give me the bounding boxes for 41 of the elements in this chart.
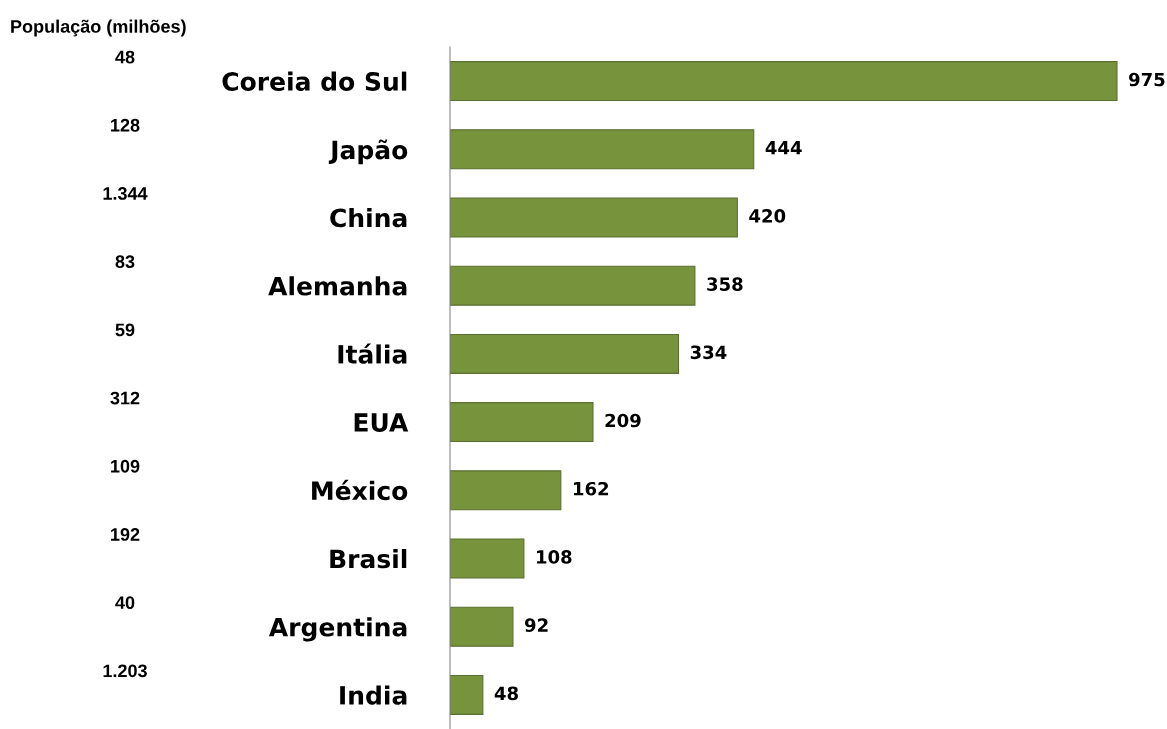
data-label: 48	[494, 686, 518, 701]
data-label: 358	[707, 277, 743, 291]
y-tick-label: Argentina	[268, 617, 407, 642]
bar	[450, 538, 525, 579]
text: 1.203	[103, 664, 147, 678]
text: População (milhões)	[11, 19, 186, 37]
y-tick-label: Coreia do Sul	[222, 71, 407, 91]
bar	[450, 402, 594, 443]
y-tick-label: Japão	[328, 139, 408, 165]
bar	[450, 265, 696, 306]
y-tick-label: Itália	[338, 343, 407, 364]
data-label: 209	[605, 413, 641, 428]
y-tick-label: India	[340, 685, 407, 705]
y-tick-label: Brasil	[330, 549, 407, 569]
text: 1.344	[103, 187, 148, 200]
data-label: 334	[690, 345, 727, 360]
data-label: 92	[524, 618, 548, 632]
y-tick-label: Alemanha	[268, 276, 407, 296]
text: 59	[115, 323, 135, 337]
bar	[450, 674, 484, 715]
data-label: 975	[1129, 72, 1165, 87]
text: 48	[115, 50, 135, 64]
text: 192	[111, 528, 140, 541]
text: 128	[111, 118, 140, 132]
bar	[450, 606, 514, 647]
y-tick-label: EUA	[354, 413, 409, 432]
data-label: 444	[765, 141, 802, 155]
text: 312	[110, 391, 140, 405]
text: 109	[111, 459, 140, 473]
data-label: 162	[573, 481, 609, 496]
y-tick-label: China	[330, 208, 407, 228]
data-label: 108	[537, 550, 572, 564]
bar	[450, 61, 1118, 102]
y-tick-label: México	[312, 479, 408, 501]
text: 83	[115, 255, 135, 269]
bar	[450, 129, 755, 170]
bar	[450, 197, 738, 238]
bar	[450, 333, 680, 374]
text: 40	[115, 596, 135, 610]
data-label: 420	[749, 209, 786, 223]
bar	[450, 470, 562, 511]
